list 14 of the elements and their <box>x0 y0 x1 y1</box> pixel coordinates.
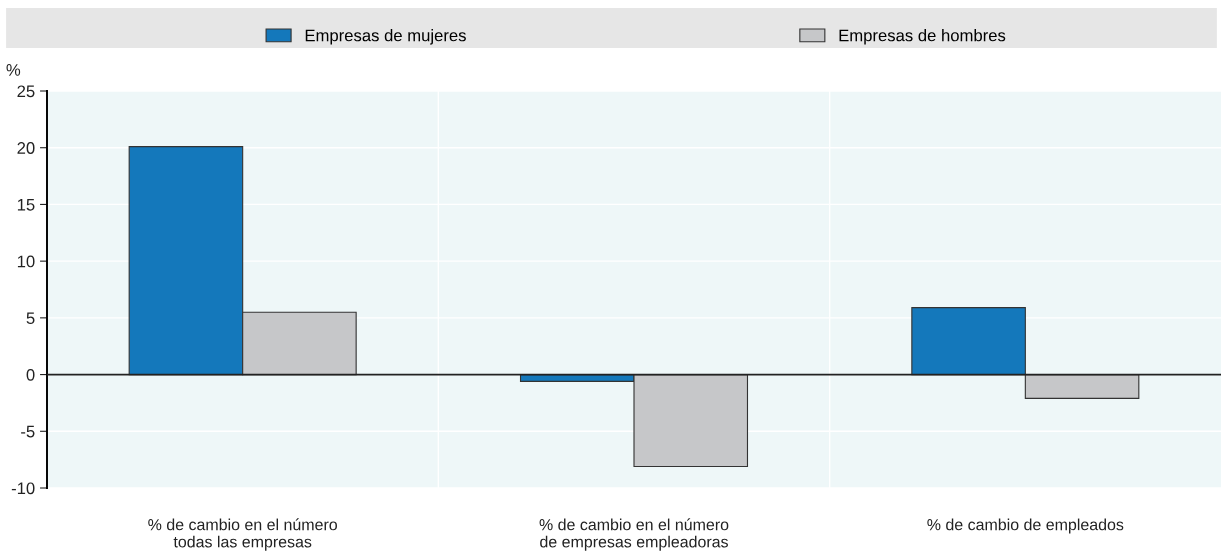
x-tick-label: % de cambio de empleados <box>927 518 1124 534</box>
y-tick-label: 0 <box>26 368 35 381</box>
y-tick-label: 25 <box>17 85 35 98</box>
legend-label: Empresas de hombres <box>839 29 1006 45</box>
y-tick-label: -10 <box>11 482 35 495</box>
y-tick-label: 5 <box>26 312 35 325</box>
y-tick-label: 15 <box>17 199 35 211</box>
x-tick-label: % de cambio en el número todas las empresas <box>148 518 337 551</box>
y-axis-title: % <box>6 64 21 76</box>
y-tick-label: 10 <box>17 255 35 268</box>
legend-label: Empresas de mujeres <box>305 29 466 45</box>
x-tick-label: % de cambio en el número de empresas empleadoras <box>539 518 729 551</box>
y-tick-label: 20 <box>17 142 35 154</box>
y-tick-label: -5 <box>21 425 35 438</box>
